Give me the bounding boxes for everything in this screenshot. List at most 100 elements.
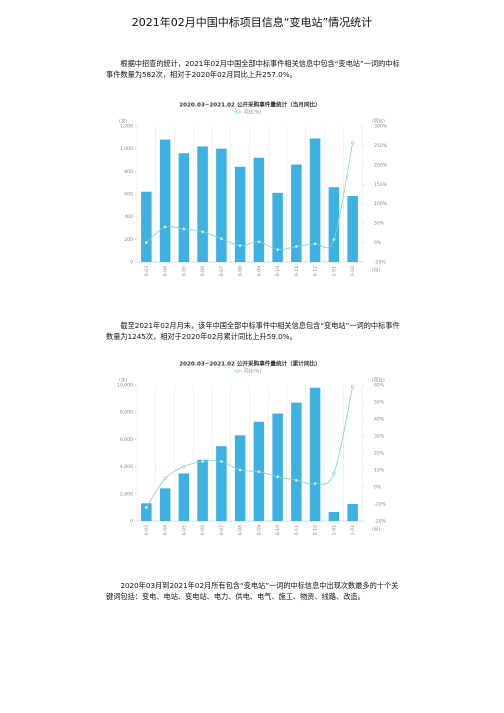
x-tick-label: 2020-05 — [181, 266, 187, 277]
y-tick-label: 6,000 — [120, 437, 133, 443]
bar — [178, 473, 190, 521]
bar — [234, 166, 246, 262]
legend-label: 同比(%) — [244, 368, 261, 375]
bar — [291, 164, 302, 262]
y-tick-label: 0 — [130, 260, 133, 266]
y-tick-label: 8,000 — [120, 410, 133, 416]
x-tick-label: 2020-07 — [219, 266, 225, 277]
y2-tick-label: 60% — [374, 383, 385, 389]
axis-label: (次) — [119, 118, 127, 125]
x-tick-label: 2020-10 — [275, 266, 281, 277]
axis-label: (同比) — [372, 377, 385, 384]
y2-tick-label: 0% — [374, 240, 382, 246]
point — [294, 478, 298, 482]
bar — [159, 139, 171, 262]
point — [257, 240, 261, 244]
x-tick-label: 2020-03 — [144, 525, 150, 536]
x-tick-label: 2021-01 — [331, 266, 337, 277]
point — [276, 475, 280, 479]
bar — [347, 504, 358, 521]
legend-label: 同比(%) — [244, 109, 261, 116]
y-tick-label: 2,000 — [120, 491, 133, 497]
axis-label: (月) — [372, 527, 380, 533]
y-tick-label: 800 — [124, 169, 133, 175]
y2-tick-label: -50% — [374, 260, 387, 266]
y2-tick-label: 30% — [374, 434, 385, 440]
point — [163, 225, 167, 229]
point — [201, 459, 205, 464]
chart-title: 2020.03~2021.02 公开采购事件量统计（当月同比） — [179, 101, 321, 109]
bar — [272, 413, 283, 521]
legend-swatch — [236, 369, 240, 373]
y2-tick-label: 50% — [374, 400, 385, 406]
x-tick-label: 2020-11 — [294, 266, 300, 277]
y2-tick-label: 0% — [374, 485, 382, 491]
bar — [159, 488, 171, 521]
paragraph: 截至2021年02月月末，该年中国全部中标事件中相关信息包含“变电站”一词的中标… — [106, 321, 400, 341]
y2-tick-label: -20% — [374, 519, 387, 525]
x-tick-label: 2020-05 — [181, 525, 187, 536]
bar — [272, 192, 283, 262]
legend-swatch — [236, 110, 240, 114]
point — [144, 240, 148, 245]
point — [294, 244, 298, 249]
point — [201, 230, 205, 234]
y2-tick-label: 250% — [374, 143, 388, 149]
y2-tick-label: 100% — [374, 201, 388, 207]
x-tick-label: 2020-09 — [256, 266, 262, 277]
point — [257, 470, 261, 474]
bar — [291, 402, 302, 521]
x-tick-label: 2021-02 — [350, 525, 356, 536]
y-tick-label: 200 — [124, 237, 133, 243]
bar — [309, 387, 321, 521]
x-tick-label: 2020-07 — [219, 525, 225, 536]
chart-title: 2020.03~2021.02 公开采购事件量统计（累计同比） — [179, 360, 321, 368]
paragraph: 2020年03月到2021年02月所有包含“变电站”一词的中标信息中出现次数最多… — [106, 581, 399, 601]
x-tick-label: 2020-04 — [163, 266, 169, 277]
y2-tick-label: 50% — [374, 221, 385, 227]
y-tick-label: 600 — [124, 192, 133, 198]
point — [144, 505, 148, 509]
bar — [309, 138, 321, 262]
y2-tick-label: 10% — [374, 468, 385, 474]
y-tick-label: 1,200 — [120, 124, 133, 130]
point — [351, 385, 355, 389]
bar — [178, 153, 190, 262]
axis-label: (次) — [119, 377, 127, 384]
y2-tick-label: 40% — [374, 417, 385, 423]
bar — [253, 157, 265, 262]
bar — [328, 187, 340, 262]
bar — [328, 512, 340, 521]
x-tick-label: 2021-02 — [350, 266, 356, 277]
x-tick-label: 2020-12 — [313, 525, 319, 536]
point — [163, 476, 167, 481]
x-tick-label: 2020-12 — [313, 266, 319, 277]
point — [332, 471, 336, 475]
axis-label: (同比) — [372, 118, 385, 125]
chart: 2020.03~2021.02 公开采购事件量统计（当月同比） (次) (同比) (月… — [119, 101, 388, 278]
x-tick-label: 2020-06 — [200, 266, 206, 277]
point — [313, 481, 317, 486]
x-tick-label: 2020-08 — [238, 525, 244, 536]
y-tick-label: 0 — [130, 519, 133, 525]
point — [332, 237, 336, 242]
point — [351, 141, 355, 145]
x-tick-label: 2020-06 — [200, 525, 206, 536]
point — [182, 464, 186, 469]
point — [238, 244, 242, 248]
bar — [234, 435, 246, 521]
point — [238, 468, 242, 472]
bar — [141, 191, 152, 262]
bar — [197, 459, 208, 521]
bar — [141, 503, 152, 521]
y-tick-label: 10,000 — [117, 383, 133, 389]
bar — [197, 146, 208, 262]
point — [182, 227, 186, 231]
axis-label: (月) — [372, 268, 380, 274]
point — [219, 237, 223, 241]
y-tick-label: 4,000 — [120, 464, 133, 470]
point — [219, 459, 223, 464]
x-tick-label: 2020-08 — [238, 266, 244, 277]
bar — [347, 196, 358, 262]
